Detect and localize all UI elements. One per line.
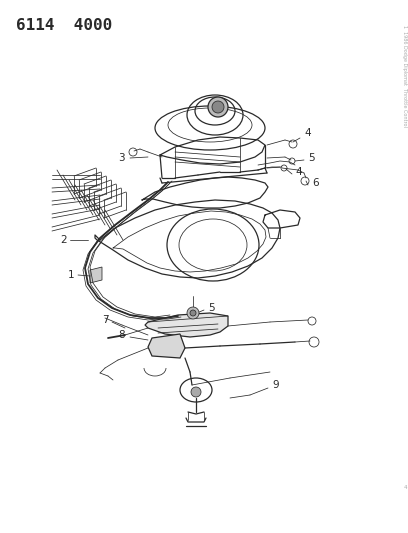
Text: 5: 5 [208, 303, 215, 313]
Circle shape [187, 307, 199, 319]
Polygon shape [148, 334, 185, 358]
Circle shape [208, 97, 228, 117]
Text: 4: 4 [304, 128, 310, 138]
Text: 7: 7 [102, 315, 109, 325]
Text: 6114  4000: 6114 4000 [16, 18, 113, 33]
Text: 1: 1 [68, 270, 75, 280]
Text: 5: 5 [308, 153, 315, 163]
Text: 3: 3 [118, 153, 124, 163]
Circle shape [191, 387, 201, 397]
Text: 6: 6 [312, 178, 319, 188]
Polygon shape [90, 267, 102, 283]
Polygon shape [145, 313, 228, 337]
Circle shape [190, 310, 196, 316]
Text: 4: 4 [403, 485, 407, 490]
Text: 8: 8 [118, 330, 124, 340]
Text: 9: 9 [272, 380, 279, 390]
Text: 2: 2 [60, 235, 67, 245]
Circle shape [212, 101, 224, 113]
Text: 4: 4 [295, 167, 302, 177]
Text: 1  1986 Dodge Diplomat  Throttle Control: 1 1986 Dodge Diplomat Throttle Control [403, 25, 408, 127]
